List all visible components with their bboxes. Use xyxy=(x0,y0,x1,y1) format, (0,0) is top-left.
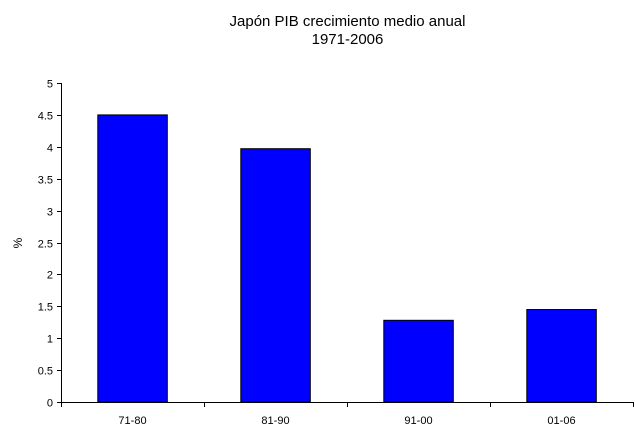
labels-layer: 0 0.5 1 1.5 2 2.5 3 3.5 4 4.5 5 71-80 81-90 91-00 01-0… xyxy=(38,79,576,428)
chart-title-line: Japón PIB crecimiento medio anual xyxy=(229,13,466,30)
x-tick-label: 71-80 xyxy=(118,415,146,427)
bars-layer xyxy=(97,114,597,403)
x-tick-label: 81-90 xyxy=(261,415,289,427)
chart-title: Japón PIB crecimiento medio anual 1971-2… xyxy=(0,13,635,49)
x-tick-label: 91-00 xyxy=(404,415,432,427)
bar-71-80 xyxy=(97,114,168,403)
x-tick-label: 01-06 xyxy=(547,415,575,427)
bar-01-06 xyxy=(526,309,597,403)
y-tick-label: 5 xyxy=(47,79,53,91)
y-tick-label: 3.5 xyxy=(38,175,53,187)
y-axis-title: % xyxy=(11,237,25,248)
y-tick-label: 2.5 xyxy=(38,239,53,251)
y-tick-label: 0 xyxy=(47,398,53,410)
y-tick-label: 4 xyxy=(47,143,53,155)
bar-91-00 xyxy=(383,319,454,403)
bar-81-90 xyxy=(240,148,311,403)
chart-subtitle-line: 1971-2006 xyxy=(311,31,384,48)
y-tick-label: 2 xyxy=(47,270,53,282)
y-tick-label: 1.5 xyxy=(38,302,53,314)
y-tick-label: 1 xyxy=(47,334,53,346)
axes-layer xyxy=(57,83,634,407)
y-tick-label: 3 xyxy=(47,207,53,219)
y-tick-label: 0.5 xyxy=(38,366,53,378)
y-tick-label: 4.5 xyxy=(38,111,53,123)
